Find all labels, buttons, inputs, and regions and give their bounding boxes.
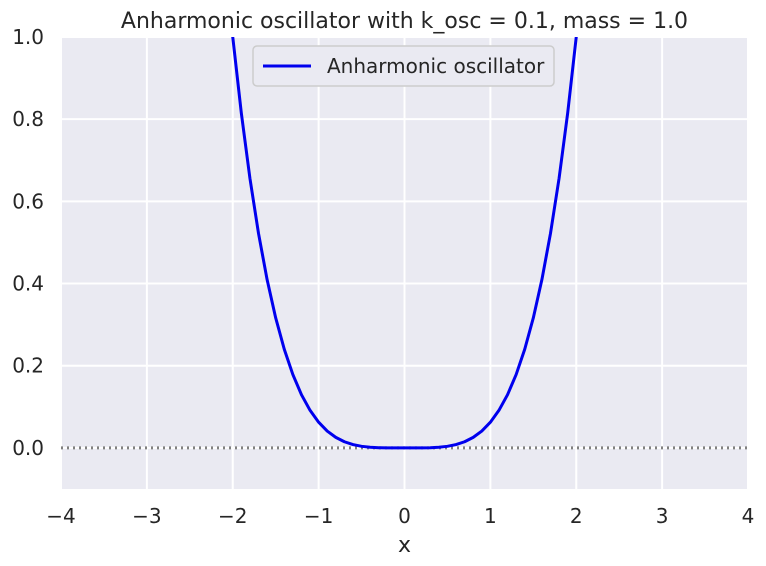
legend: Anharmonic oscillator [252, 45, 555, 87]
x-axis-ticks: −4 −3 −2 −1 0 1 2 3 4 [46, 504, 754, 528]
x-tick-label: −1 [304, 504, 333, 528]
y-axis-ticks: 0.0 0.2 0.4 0.6 0.8 1.0 [12, 25, 44, 460]
y-tick-label: 0.0 [12, 436, 44, 460]
y-tick-label: 0.4 [12, 272, 44, 296]
x-axis-label: x [398, 533, 411, 558]
x-tick-label: −4 [46, 504, 75, 528]
x-tick-label: −3 [132, 504, 161, 528]
y-tick-label: 1.0 [12, 25, 44, 49]
x-tick-label: 0 [398, 504, 411, 528]
legend-label: Anharmonic oscillator [327, 54, 545, 78]
y-tick-label: 0.2 [12, 354, 44, 378]
y-tick-label: 0.8 [12, 107, 44, 131]
series-line [231, 37, 578, 450]
chart-title: Anharmonic oscillator with k_osc = 0.1, … [121, 9, 688, 34]
x-tick-label: 4 [742, 504, 755, 528]
series-group [231, 37, 578, 450]
x-tick-label: 2 [570, 504, 583, 528]
y-tick-label: 0.6 [12, 189, 44, 213]
x-tick-label: 1 [484, 504, 497, 528]
x-tick-label: 3 [656, 504, 669, 528]
x-tick-label: −2 [218, 504, 247, 528]
legend-box [252, 45, 555, 87]
